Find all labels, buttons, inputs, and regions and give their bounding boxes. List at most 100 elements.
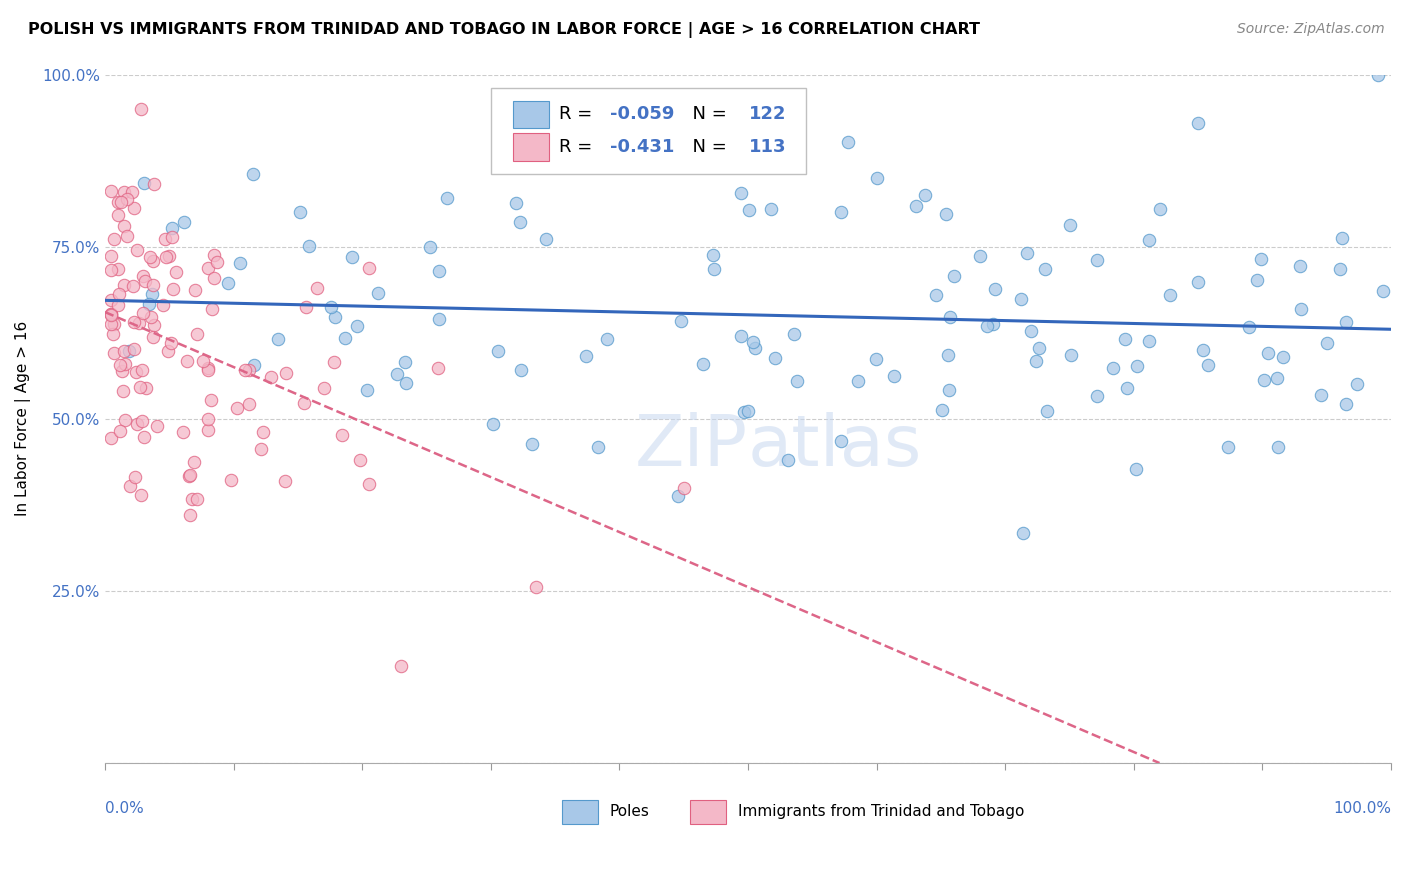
Point <box>905 199 928 213</box>
Point <box>1060 348 1083 362</box>
Point <box>1137 334 1160 349</box>
FancyBboxPatch shape <box>491 88 806 174</box>
Point <box>122 315 145 329</box>
Point <box>1271 350 1294 364</box>
Point <box>776 453 799 467</box>
Point <box>1218 440 1240 454</box>
Point <box>107 298 129 312</box>
Point <box>322 354 344 368</box>
Point <box>179 468 201 483</box>
Point <box>107 195 129 210</box>
Point <box>160 335 183 350</box>
Point <box>1267 440 1289 454</box>
Point <box>427 312 450 326</box>
Point <box>936 347 959 361</box>
Point <box>1010 293 1032 307</box>
Point <box>114 413 136 427</box>
Point <box>741 334 763 349</box>
Point <box>1198 358 1220 372</box>
Point <box>179 508 201 522</box>
Point <box>100 293 122 307</box>
Point <box>197 261 219 276</box>
FancyBboxPatch shape <box>561 800 598 823</box>
Point <box>112 277 135 292</box>
Point <box>524 580 547 594</box>
Point <box>252 425 274 439</box>
Point <box>1288 259 1310 273</box>
Point <box>160 229 183 244</box>
Point <box>146 418 169 433</box>
Point <box>157 344 180 359</box>
Point <box>125 243 148 257</box>
Point <box>554 143 576 157</box>
Text: 122: 122 <box>749 105 787 123</box>
Text: POLISH VS IMMIGRANTS FROM TRINIDAD AND TOBAGO IN LABOR FORCE | AGE > 16 CORRELAT: POLISH VS IMMIGRANTS FROM TRINIDAD AND T… <box>28 22 980 38</box>
Point <box>173 215 195 229</box>
Point <box>100 249 122 263</box>
Point <box>122 279 145 293</box>
Point <box>267 332 290 346</box>
Point <box>134 274 156 288</box>
Point <box>165 265 187 279</box>
Point <box>666 489 689 503</box>
Point <box>139 250 162 264</box>
Point <box>481 417 503 432</box>
Point <box>100 308 122 322</box>
Point <box>391 659 413 673</box>
Point <box>298 239 321 253</box>
Point <box>367 286 389 301</box>
Point <box>557 157 579 171</box>
Point <box>100 262 122 277</box>
Text: ZiP: ZiP <box>636 412 748 481</box>
Point <box>1253 373 1275 387</box>
Point <box>321 300 343 314</box>
Point <box>242 167 264 181</box>
Point <box>395 376 418 390</box>
Point <box>111 364 134 378</box>
Point <box>233 363 256 377</box>
Point <box>846 374 869 388</box>
Point <box>737 404 759 418</box>
Point <box>160 221 183 235</box>
Point <box>184 283 207 297</box>
Point <box>274 367 297 381</box>
Point <box>294 300 316 314</box>
Point <box>522 437 544 451</box>
Text: atlas: atlas <box>748 412 922 481</box>
Point <box>831 204 853 219</box>
Point <box>914 187 936 202</box>
Point <box>669 314 692 328</box>
Point <box>1059 218 1081 232</box>
Point <box>1330 231 1353 245</box>
Point <box>865 352 887 367</box>
Point <box>100 307 122 321</box>
Text: 100.0%: 100.0% <box>1333 801 1391 816</box>
Point <box>325 310 347 324</box>
Point <box>1137 233 1160 247</box>
Point <box>935 207 957 221</box>
Point <box>108 424 131 438</box>
Point <box>207 255 229 269</box>
Point <box>132 176 155 190</box>
Point <box>333 331 356 345</box>
Text: Immigrants from Trinidad and Tobago: Immigrants from Trinidad and Tobago <box>738 804 1024 819</box>
Point <box>748 120 770 135</box>
Point <box>730 186 752 200</box>
Point <box>132 269 155 284</box>
Point <box>733 405 755 419</box>
Point <box>981 317 1004 331</box>
Point <box>124 470 146 484</box>
Point <box>883 368 905 383</box>
Point <box>115 192 138 206</box>
Point <box>1316 335 1339 350</box>
Point <box>100 318 122 332</box>
Point <box>730 329 752 343</box>
Point <box>427 264 450 278</box>
Point <box>197 423 219 437</box>
Point <box>942 269 965 284</box>
Point <box>783 327 806 342</box>
Point <box>1017 246 1039 260</box>
Point <box>186 492 208 507</box>
Point <box>238 397 260 411</box>
Point <box>984 282 1007 296</box>
